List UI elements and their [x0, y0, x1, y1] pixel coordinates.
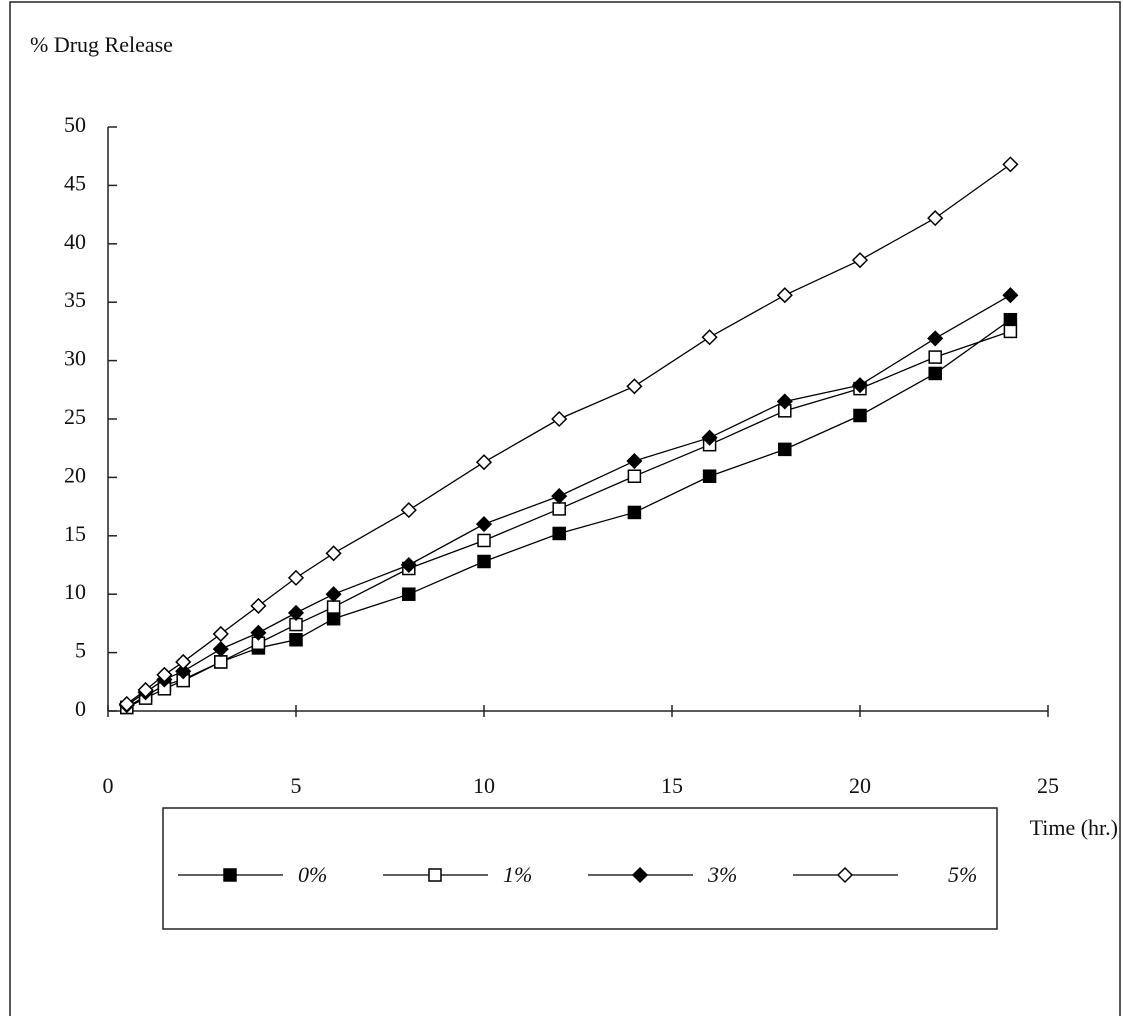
y-tick-label: 0: [75, 696, 86, 721]
legend-label: 1%: [503, 862, 532, 887]
marker: [1003, 312, 1018, 327]
marker: [701, 329, 718, 346]
marker: [250, 597, 267, 614]
marker: [118, 695, 135, 713]
x-tick-label: 0: [103, 773, 114, 798]
marker: [212, 641, 229, 658]
marker: [289, 633, 303, 647]
marker: [928, 350, 942, 364]
marker: [156, 666, 173, 683]
legend-box: [162, 807, 998, 930]
marker: [1002, 156, 1019, 173]
series-line: [126, 163, 1011, 705]
y-tick-label: 25: [64, 404, 86, 429]
legend-marker: [428, 868, 442, 882]
legend-marker: [223, 868, 237, 882]
marker: [701, 429, 718, 446]
marker: [475, 516, 493, 533]
marker: [400, 502, 417, 519]
marker: [212, 625, 229, 642]
y-tick-label: 40: [64, 229, 86, 254]
marker: [851, 252, 869, 269]
x-tick-label: 15: [661, 773, 683, 798]
marker: [325, 586, 342, 603]
marker: [402, 587, 416, 601]
marker: [1002, 287, 1019, 304]
marker: [552, 502, 566, 516]
marker: [287, 569, 305, 586]
marker: [326, 611, 341, 626]
marker: [175, 653, 192, 671]
marker: [475, 454, 493, 471]
marker: [326, 600, 341, 614]
marker: [551, 410, 568, 428]
y-tick-label: 15: [64, 521, 86, 546]
marker: [702, 469, 717, 483]
marker: [626, 378, 643, 395]
marker: [627, 469, 642, 483]
marker: [1003, 324, 1018, 339]
y-tick-label: 45: [64, 170, 86, 195]
legend-marker: [836, 866, 854, 884]
marker: [927, 210, 944, 227]
marker: [853, 408, 867, 423]
marker: [287, 604, 305, 621]
legend-marker: [631, 866, 649, 884]
marker: [778, 442, 792, 457]
x-tick-label: 25: [1037, 773, 1059, 798]
marker: [626, 452, 643, 470]
y-axis-label: % Drug Release: [30, 32, 173, 57]
marker: [477, 554, 491, 569]
x-tick-label: 20: [849, 773, 871, 798]
x-tick-label: 5: [291, 773, 302, 798]
y-tick-label: 30: [64, 346, 86, 371]
marker: [851, 377, 869, 394]
y-tick-label: 5: [75, 638, 86, 663]
marker: [477, 533, 491, 548]
legend-label: 0%: [298, 862, 327, 887]
marker: [928, 366, 942, 381]
marker: [325, 545, 342, 562]
marker: [214, 655, 228, 669]
marker: [137, 681, 154, 699]
y-tick-label: 10: [64, 579, 86, 604]
marker: [400, 556, 417, 574]
legend-label: 3%: [707, 862, 737, 887]
y-tick-label: 50: [64, 112, 86, 137]
y-tick-label: 20: [64, 462, 86, 487]
marker: [551, 488, 568, 505]
marker: [627, 505, 642, 520]
legend-label: 5%: [948, 862, 977, 887]
marker: [776, 287, 793, 304]
marker: [927, 330, 944, 347]
marker: [552, 526, 566, 541]
frame: [9, 1, 1121, 1016]
marker: [175, 663, 192, 680]
x-tick-label: 10: [473, 773, 495, 798]
marker: [250, 624, 267, 641]
marker: [776, 393, 793, 410]
x-axis-label: Time (hr.): [1030, 815, 1118, 840]
y-tick-label: 35: [64, 287, 86, 312]
